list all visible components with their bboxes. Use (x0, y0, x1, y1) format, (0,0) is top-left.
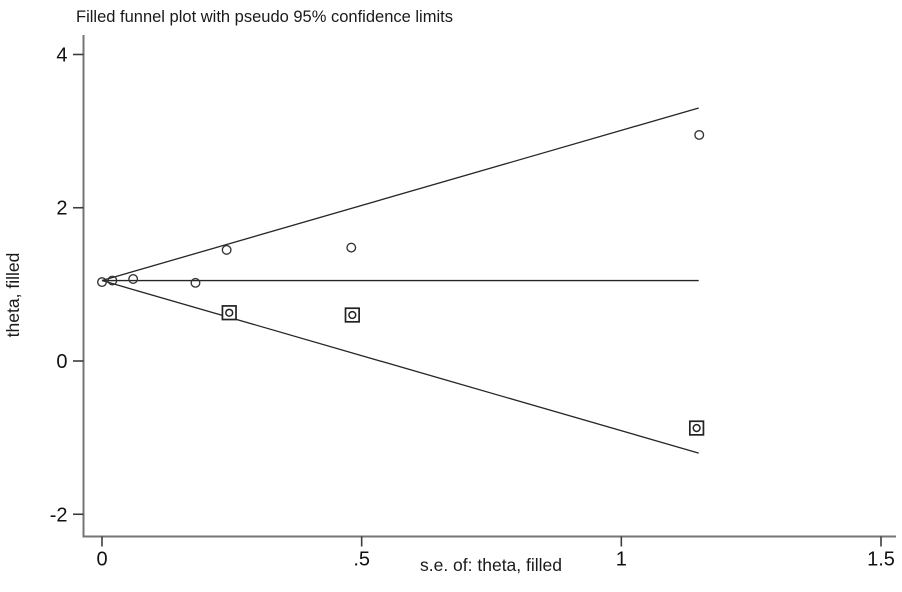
y-tick-label: 4 (56, 44, 67, 66)
data-point-filled-square (344, 307, 360, 323)
data-point-observed-circle (107, 275, 118, 286)
data-point-filled-inner-circle (692, 423, 701, 433)
data-point-observed-circle (694, 129, 705, 140)
x-tick-label: 0 (96, 549, 107, 571)
data-point-filled-inner-circle (348, 310, 357, 320)
data-point-observed-circle (346, 242, 357, 253)
x-tick-label: 1.5 (867, 549, 895, 571)
data-point-filled-square (221, 305, 237, 321)
data-point-observed-circle (128, 274, 139, 284)
x-tick-label: .5 (353, 549, 370, 571)
data-point-filled-square (688, 420, 705, 436)
data-point-observed-circle (97, 277, 107, 288)
data-point-observed-circle (221, 244, 232, 255)
chart-title: Filled funnel plot with pseudo 95% confi… (76, 8, 453, 26)
lower-confidence-limit-line (101, 279, 699, 454)
data-point-filled-inner-circle (225, 308, 234, 317)
y-tick-label: -2 (50, 504, 68, 526)
y-tick-label: 0 (56, 351, 67, 373)
upper-confidence-limit-line (101, 107, 699, 282)
y-tick-label: 2 (56, 198, 67, 220)
plot-elements: 4 2 0 -2 0 .5 1 1.5 (50, 35, 896, 571)
x-tick-label: 1 (616, 549, 627, 571)
data-point-observed-circle (190, 277, 201, 288)
x-axis-label: s.e. of: theta, filled (420, 555, 562, 575)
y-axis-label: theta, filled (3, 253, 23, 338)
